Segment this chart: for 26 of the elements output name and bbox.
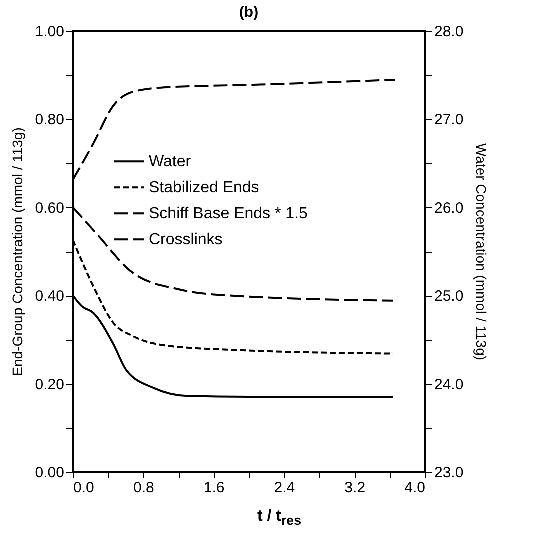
y2-axis-title: Water Concentration (mmol / 113g) (474, 143, 490, 361)
y2-tick-label: 23.0 (434, 464, 464, 482)
y2-tick-label: 28.0 (434, 24, 464, 40)
x-axis-title: t / t$_{res}$ (256, 508, 302, 528)
legend-label: Schiff Base Ends * 1.5 (149, 206, 308, 223)
y2-tick-label: 26.0 (434, 200, 464, 217)
x-tick-label: 0.8 (133, 480, 154, 496)
legend-label: Stabilized Ends (149, 180, 260, 197)
y-tick-label: 0.20 (35, 376, 64, 394)
x-tick-label: 0.0 (74, 480, 94, 496)
y-tick-label: 1.00 (35, 24, 64, 40)
x-tick-label: 3.2 (344, 480, 366, 496)
y-tick-label: 0.80 (35, 112, 64, 129)
y-tick-label: 0.40 (35, 288, 64, 306)
x-tick-label: 4.0 (404, 480, 426, 496)
y-axis-title: End-Group Concentration (mmol / 113g) (9, 128, 26, 376)
y2-tick-label: 27.0 (434, 112, 464, 129)
y2-tick-label: 25.0 (434, 288, 464, 306)
legend-label: Crosslinks (149, 232, 223, 249)
y-tick-label: 0.00 (35, 464, 64, 482)
legend-label: Water (149, 154, 192, 171)
x-tick-label: 2.4 (274, 480, 296, 496)
y-tick-label: 0.60 (35, 200, 64, 217)
x-tick-label: 1.6 (204, 480, 225, 496)
y2-tick-label: 24.0 (434, 376, 464, 394)
chart-title: (b) (239, 4, 259, 21)
